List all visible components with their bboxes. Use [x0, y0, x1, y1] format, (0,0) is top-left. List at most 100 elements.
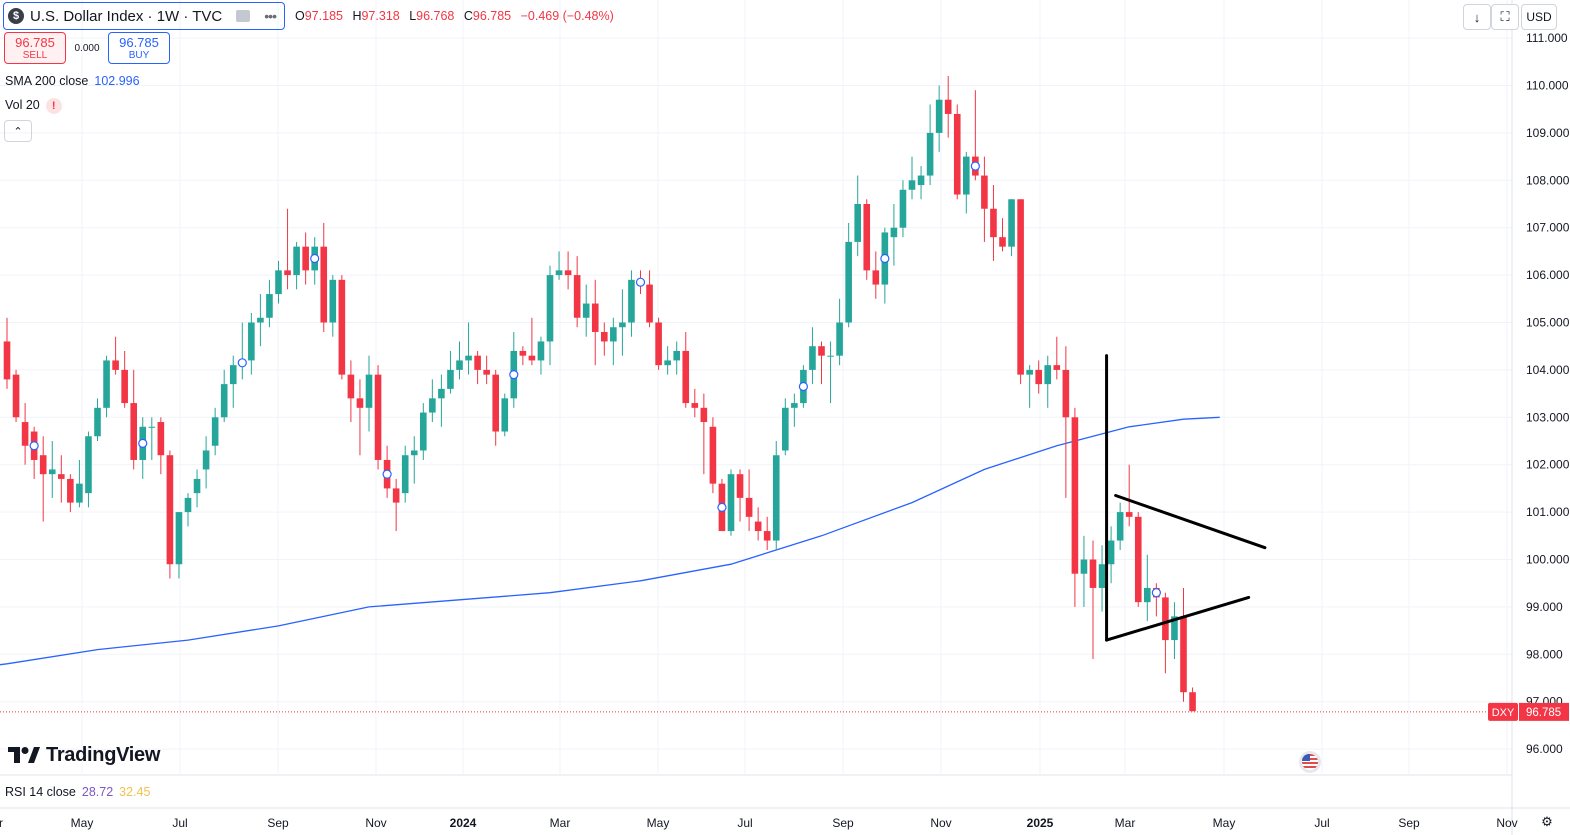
candle-body: [1008, 199, 1015, 247]
collapse-legend-button[interactable]: ⌃: [4, 120, 32, 142]
candle: [591, 279, 599, 366]
price-axis[interactable]: 111.000 110.000 109.000 108.000 107.000 106.0…: [1511, 0, 1570, 835]
candle: [1035, 360, 1042, 394]
y-tick-label: 99.000: [1526, 600, 1563, 614]
flag-icon[interactable]: [236, 10, 251, 22]
candle-body: [130, 403, 137, 460]
candle: [908, 156, 916, 200]
candle-body: [1044, 365, 1052, 385]
settings-gear-icon[interactable]: ⚙: [1541, 814, 1553, 829]
candle: [148, 417, 156, 460]
candle-body: [166, 455, 174, 565]
candle-body: [456, 360, 463, 370]
volume-label: Vol 20: [5, 98, 40, 112]
candle: [338, 275, 346, 380]
candle-body: [184, 497, 192, 513]
candle-body: [546, 275, 554, 342]
y-tick-label: 100.000: [1526, 553, 1570, 567]
candle: [1125, 464, 1133, 527]
candle-body: [1089, 559, 1097, 588]
candle-body: [465, 355, 472, 361]
us-economic-event-icon[interactable]: [1299, 751, 1321, 773]
candle-body: [854, 204, 861, 242]
buy-button[interactable]: 96.785 BUY: [108, 32, 170, 64]
candle-body: [266, 294, 273, 318]
candle: [745, 469, 753, 532]
candle-body: [202, 450, 210, 470]
candle: [546, 265, 554, 366]
candle: [483, 355, 490, 385]
x-tick-label: Nov: [365, 816, 386, 830]
candle: [990, 185, 997, 261]
candle-body: [772, 455, 780, 541]
candle-body: [410, 450, 418, 456]
candle-body: [401, 455, 409, 494]
candle-body: [1171, 616, 1178, 641]
candle-body: [347, 374, 355, 399]
close-value: 96.785: [472, 9, 512, 23]
warning-icon[interactable]: !: [45, 98, 62, 114]
candle: [347, 360, 355, 423]
candle-body: [827, 355, 834, 357]
candle: [257, 294, 264, 347]
candle: [682, 331, 690, 408]
fullscreen-icon[interactable]: ⛶: [1491, 4, 1519, 30]
candle-body: [555, 270, 563, 276]
candle-body: [257, 317, 264, 323]
sell-button[interactable]: 96.785 SELL: [4, 32, 66, 64]
download-icon[interactable]: ↓: [1463, 4, 1491, 30]
candle: [935, 85, 943, 152]
symbol-search-button[interactable]: $ U.S. Dollar Index · 1W · TVC •••: [3, 2, 285, 30]
candle-body: [691, 403, 699, 408]
tradingview-logo[interactable]: TradingView: [8, 744, 160, 767]
volume-indicator-legend[interactable]: Vol 20!: [5, 98, 62, 114]
candle: [410, 436, 418, 484]
y-tick-label: 103.000: [1526, 410, 1570, 424]
candle: [772, 441, 780, 551]
candle: [673, 341, 680, 375]
candle-body: [682, 350, 690, 404]
candle-body: [917, 175, 925, 186]
low-value: 96.768: [416, 9, 455, 23]
candle-body: [48, 469, 56, 475]
candle: [1080, 535, 1088, 607]
event-marker-icon: [970, 161, 980, 171]
candle: [926, 104, 934, 186]
time-axis[interactable]: r May Jul Sep Nov 2024 Mar May Jul Sep Nov 2025 Mar M…: [0, 816, 1518, 830]
candle-body: [700, 407, 708, 423]
y-tick-label: 102.000: [1526, 458, 1570, 472]
candle: [39, 436, 47, 522]
candle-body: [248, 322, 255, 361]
candle: [30, 426, 38, 479]
candle-body: [338, 279, 346, 375]
y-tick-label: 109.000: [1526, 126, 1570, 140]
candle-body: [1107, 540, 1115, 565]
candle: [284, 208, 291, 290]
event-marker-icon: [509, 370, 519, 380]
candle: [601, 322, 608, 356]
event-markers-layer: [29, 161, 1161, 598]
candle-body: [76, 483, 83, 503]
candle: [492, 369, 499, 446]
candle: [890, 204, 898, 266]
candle: [501, 393, 509, 437]
drawing-tools-layer[interactable]: [1105, 354, 1267, 642]
tradingview-logo-icon: [8, 746, 40, 763]
spread-value: 0.000: [74, 42, 100, 54]
rsi-indicator-legend[interactable]: RSI 14 close 28.72 32.45: [5, 785, 150, 799]
candles-layer: [3, 76, 1196, 712]
currency-button[interactable]: USD: [1521, 4, 1557, 30]
x-tick-label: Sep: [267, 816, 289, 830]
candle: [1162, 592, 1169, 674]
candle: [365, 355, 373, 432]
candle-body: [193, 478, 201, 494]
candle: [863, 199, 871, 280]
sma-indicator-legend[interactable]: SMA 200 close 102.996: [5, 74, 140, 88]
candle: [537, 336, 545, 375]
x-tick-label: May: [647, 816, 670, 830]
more-options-icon[interactable]: •••: [264, 8, 277, 24]
buy-label: BUY: [128, 49, 150, 61]
candle-body: [175, 512, 183, 565]
candle: [610, 317, 617, 366]
